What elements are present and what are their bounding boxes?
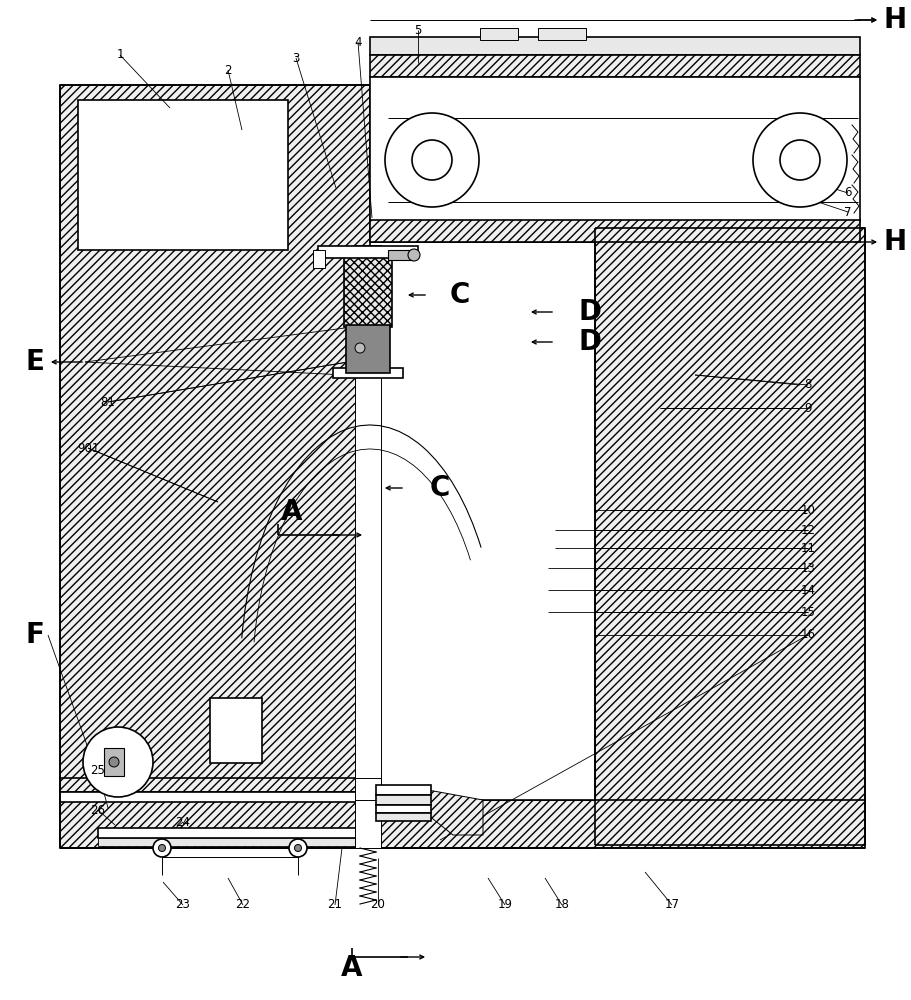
Circle shape — [412, 140, 452, 180]
Text: 11: 11 — [801, 542, 815, 554]
Bar — [538, 28, 586, 40]
Text: 22: 22 — [236, 898, 251, 912]
Text: C: C — [450, 281, 470, 309]
Circle shape — [159, 844, 166, 852]
Text: 21: 21 — [327, 898, 343, 912]
Bar — [60, 85, 370, 845]
Bar — [376, 813, 431, 821]
Text: 901: 901 — [77, 442, 99, 454]
Text: 10: 10 — [801, 504, 815, 516]
Text: 14: 14 — [801, 584, 815, 596]
Text: 4: 4 — [354, 35, 362, 48]
Bar — [78, 100, 288, 250]
Bar — [60, 778, 370, 792]
Bar — [370, 77, 860, 222]
Text: 1: 1 — [117, 48, 124, 62]
Text: 81: 81 — [100, 395, 116, 408]
Bar — [370, 220, 860, 242]
Bar — [370, 55, 860, 77]
Text: 25: 25 — [90, 764, 106, 776]
Text: 5: 5 — [415, 23, 422, 36]
Bar — [346, 325, 390, 373]
Circle shape — [109, 757, 119, 767]
Bar — [355, 778, 381, 800]
Text: 24: 24 — [176, 816, 190, 828]
Text: 6: 6 — [844, 186, 852, 200]
Bar — [104, 748, 124, 776]
Bar — [376, 785, 431, 795]
Text: H: H — [884, 6, 906, 34]
Text: 17: 17 — [664, 898, 680, 912]
Bar — [318, 246, 418, 258]
Text: F: F — [26, 621, 45, 649]
Text: 23: 23 — [176, 898, 190, 912]
Bar — [60, 792, 370, 802]
Bar — [98, 828, 368, 838]
Circle shape — [153, 839, 171, 857]
Circle shape — [408, 249, 420, 261]
Circle shape — [780, 140, 820, 180]
Text: D: D — [578, 298, 601, 326]
Text: H: H — [884, 228, 906, 256]
Circle shape — [385, 113, 479, 207]
Bar — [595, 228, 865, 845]
Bar — [370, 37, 860, 55]
Text: 8: 8 — [804, 378, 812, 391]
Text: E: E — [26, 348, 45, 376]
Text: 19: 19 — [497, 898, 513, 912]
Bar — [355, 800, 381, 848]
Circle shape — [355, 343, 365, 353]
Text: 2: 2 — [224, 64, 231, 77]
Circle shape — [294, 844, 302, 852]
Text: D: D — [578, 328, 601, 356]
Bar — [333, 368, 403, 378]
Text: 18: 18 — [555, 898, 569, 912]
Text: 13: 13 — [801, 562, 815, 574]
Circle shape — [753, 113, 847, 207]
Bar — [313, 250, 325, 268]
Bar — [388, 250, 413, 260]
Text: 7: 7 — [844, 206, 852, 219]
Text: A: A — [281, 498, 302, 526]
Text: C: C — [430, 474, 450, 502]
Bar — [60, 800, 865, 848]
Polygon shape — [428, 790, 483, 835]
Text: 9: 9 — [804, 401, 812, 414]
Text: 26: 26 — [90, 804, 106, 816]
Bar — [98, 838, 368, 846]
Bar — [480, 28, 518, 40]
Text: A: A — [342, 954, 363, 982]
Bar — [344, 255, 392, 327]
Circle shape — [83, 727, 153, 797]
Bar — [210, 698, 262, 763]
Text: 12: 12 — [801, 524, 815, 536]
Text: 20: 20 — [371, 898, 385, 912]
Circle shape — [289, 839, 307, 857]
Text: 15: 15 — [801, 605, 815, 618]
Bar — [355, 245, 381, 845]
Text: 16: 16 — [801, 629, 815, 642]
Text: 3: 3 — [292, 51, 300, 64]
Bar — [376, 795, 431, 805]
Bar — [376, 805, 431, 813]
